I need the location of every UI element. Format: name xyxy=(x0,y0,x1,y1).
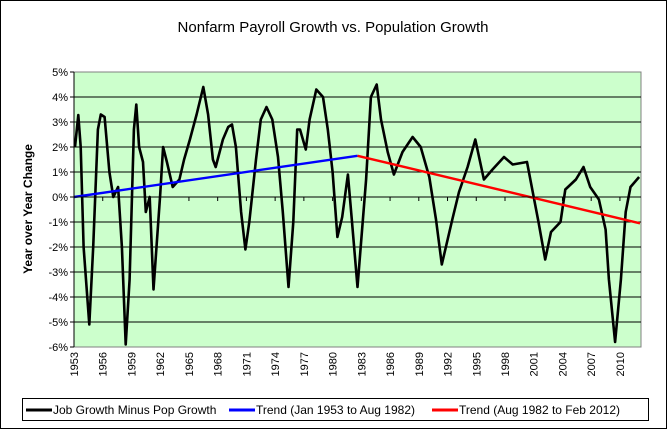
x-tick-label: 1959 xyxy=(126,352,138,376)
legend-label: Job Growth Minus Pop Growth xyxy=(53,403,216,417)
x-tick-label: 2001 xyxy=(529,352,541,376)
x-tick-label: 1995 xyxy=(471,352,483,376)
y-tick-label: -4% xyxy=(48,292,68,304)
y-tick-label: 5% xyxy=(52,67,68,79)
series-line-0 xyxy=(73,83,641,346)
x-tick-label: 2010 xyxy=(615,352,627,376)
y-tick-label: -2% xyxy=(48,242,68,254)
series-line-1 xyxy=(73,154,358,199)
x-tick-label: 1956 xyxy=(98,352,110,376)
legend-label: Trend (Jan 1953 to Aug 1982) xyxy=(256,403,415,417)
x-tick-label: 1980 xyxy=(328,352,340,376)
x-tick-label: 1989 xyxy=(414,352,426,376)
y-tick-label: -1% xyxy=(48,217,68,229)
x-tick-label: 1998 xyxy=(500,352,512,376)
x-tick-label: 1962 xyxy=(155,352,167,376)
y-tick-label: -6% xyxy=(48,342,68,354)
y-tick-label: 1% xyxy=(52,167,68,179)
x-tick-label: 1965 xyxy=(184,352,196,376)
x-tick-label: 1986 xyxy=(385,352,397,376)
y-tick-label: 3% xyxy=(52,117,68,129)
x-tick-label: 2007 xyxy=(586,352,598,376)
legend-label: Trend (Aug 1982 to Feb 2012) xyxy=(459,403,620,417)
x-tick-label: 1974 xyxy=(270,352,282,376)
x-tick-label: 1971 xyxy=(241,352,253,376)
y-tick-label: -5% xyxy=(48,317,68,329)
x-tick-label: 1953 xyxy=(69,352,81,376)
legend-box xyxy=(22,398,649,421)
plot-area xyxy=(73,71,642,348)
x-tick-label: 2004 xyxy=(557,352,569,376)
y-tick-label: 4% xyxy=(52,92,68,104)
chart-title: Nonfarm Payroll Growth vs. Population Gr… xyxy=(178,19,489,36)
x-tick-label: 1992 xyxy=(443,352,455,376)
x-tick-label: 1968 xyxy=(213,352,225,376)
x-tick-label: 1983 xyxy=(356,352,368,376)
y-tick-label: 2% xyxy=(52,142,68,154)
x-tick-label: 1977 xyxy=(299,352,311,376)
y-tick-label: -3% xyxy=(48,267,68,279)
series-line-2 xyxy=(357,154,641,225)
y-tick-label: 0% xyxy=(52,192,68,204)
y-axis-label: Year over Year Change xyxy=(21,144,35,274)
